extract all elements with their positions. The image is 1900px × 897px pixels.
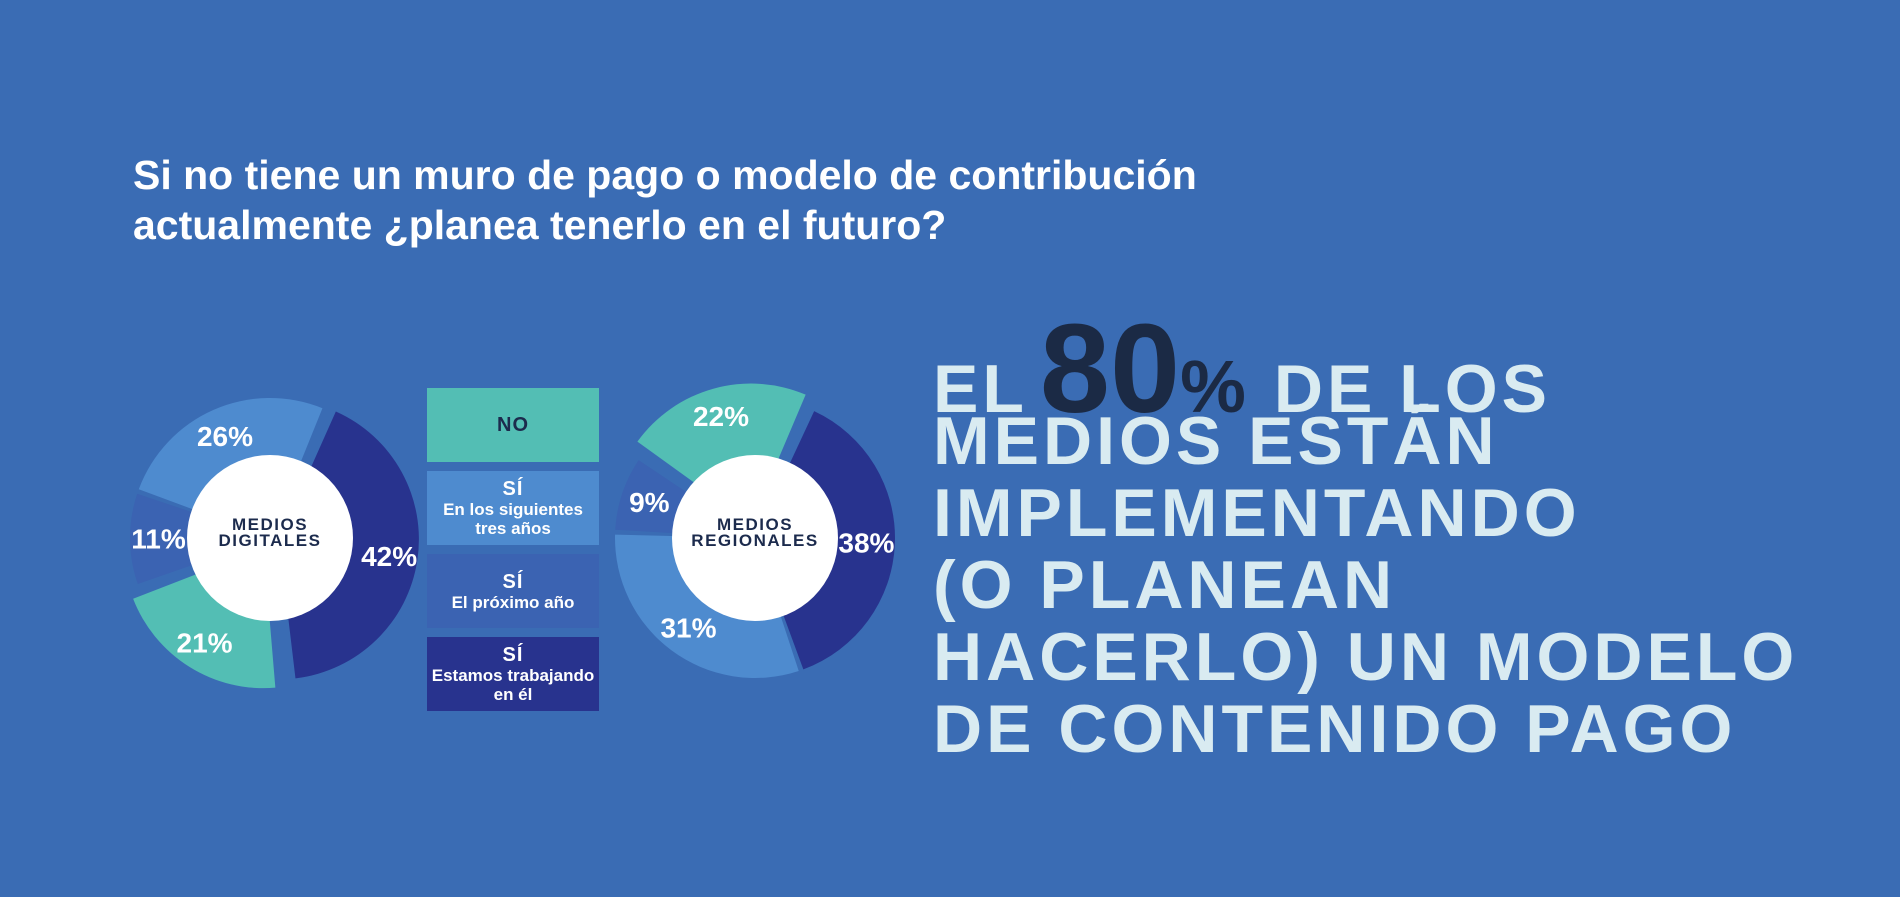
- question-title-line1: Si no tiene un muro de pago o modelo de …: [133, 152, 1197, 198]
- legend-item-si-tres-anos: SÍ En los siguientes tres años: [427, 471, 599, 545]
- donut-center-label-regionales-line2: REGIONALES: [691, 531, 819, 550]
- donut-slice-percent-label: 21%: [177, 628, 233, 659]
- question-title: Si no tiene un muro de pago o modelo de …: [133, 150, 1197, 250]
- donut-center-label-digitales: MEDIOS DIGITALES: [160, 515, 380, 550]
- donut-slice-percent-label: 22%: [693, 401, 749, 432]
- legend-item-si-tres-anos-sublabel: En los siguientes tres años: [443, 500, 583, 538]
- headline-line2: MEDIOS ESTÁN: [933, 403, 1499, 479]
- legend-item-si-proximo-ano-label: SÍ: [502, 570, 524, 593]
- headline-line4: (O PLANEAN: [933, 547, 1397, 623]
- donut-center-label-regionales-line1: MEDIOS: [716, 515, 794, 534]
- donut-chart-medios-digitales: 42% 21% 11% 26%: [130, 398, 419, 689]
- legend-item-si-proximo-ano-sublabel: El próximo año: [451, 592, 575, 612]
- headline-prefix: EL: [933, 351, 1028, 427]
- legend-item-si-trabajando-label: SÍ: [502, 644, 524, 666]
- headline-line1-suffix: DE LOS: [1273, 351, 1552, 427]
- headline-big-number: 80: [1039, 298, 1181, 439]
- legend-item-no: NO: [427, 388, 599, 462]
- legend-item-si-trabajando-sublabel: Estamos trabajando en él: [431, 666, 595, 704]
- question-title-line2: actualmente ¿planea tenerlo en el futuro…: [133, 202, 947, 248]
- donut-center-label-digitales-line1: MEDIOS: [231, 515, 309, 534]
- donut-slice-percent-label: 31%: [660, 612, 716, 643]
- donut-slice-percent-label: 11%: [131, 524, 186, 555]
- legend: NO SÍ En los siguientes tres años SÍ El …: [427, 388, 599, 711]
- donut-slice-percent-label: 26%: [197, 421, 253, 452]
- headline-line3: IMPLEMENTANDO: [933, 475, 1581, 551]
- legend-item-si-proximo-ano: SÍ El próximo año: [427, 554, 599, 628]
- donut-chart-medios-regionales: 38% 31% 9% 22%: [615, 383, 895, 678]
- headline-line5: HACERLO) UN MODELO: [933, 619, 1799, 695]
- donut-center-circle: [672, 455, 838, 621]
- legend-item-si-trabajando: SÍ Estamos trabajando en él: [427, 637, 599, 711]
- donut-center-label-digitales-line2: DIGITALES: [218, 531, 322, 550]
- headline-line1: EL80% DE LOS: [933, 306, 1798, 432]
- legend-item-no-label: NO: [497, 414, 529, 436]
- headline-percent-sign: %: [1180, 345, 1246, 428]
- donut-center-circle: [187, 455, 353, 621]
- donut-center-label-regionales: MEDIOS REGIONALES: [645, 515, 865, 550]
- donut-slice-percent-label: 42%: [361, 541, 417, 572]
- headline-line6: DE CONTENIDO PAGO: [933, 691, 1737, 767]
- headline: EL80% DE LOS MEDIOS ESTÁN IMPLEMENTANDO (…: [933, 306, 1799, 767]
- donut-slice-percent-label: 9%: [629, 487, 670, 518]
- legend-item-si-tres-anos-label: SÍ: [502, 478, 524, 500]
- donut-slice-percent-label: 38%: [838, 527, 894, 558]
